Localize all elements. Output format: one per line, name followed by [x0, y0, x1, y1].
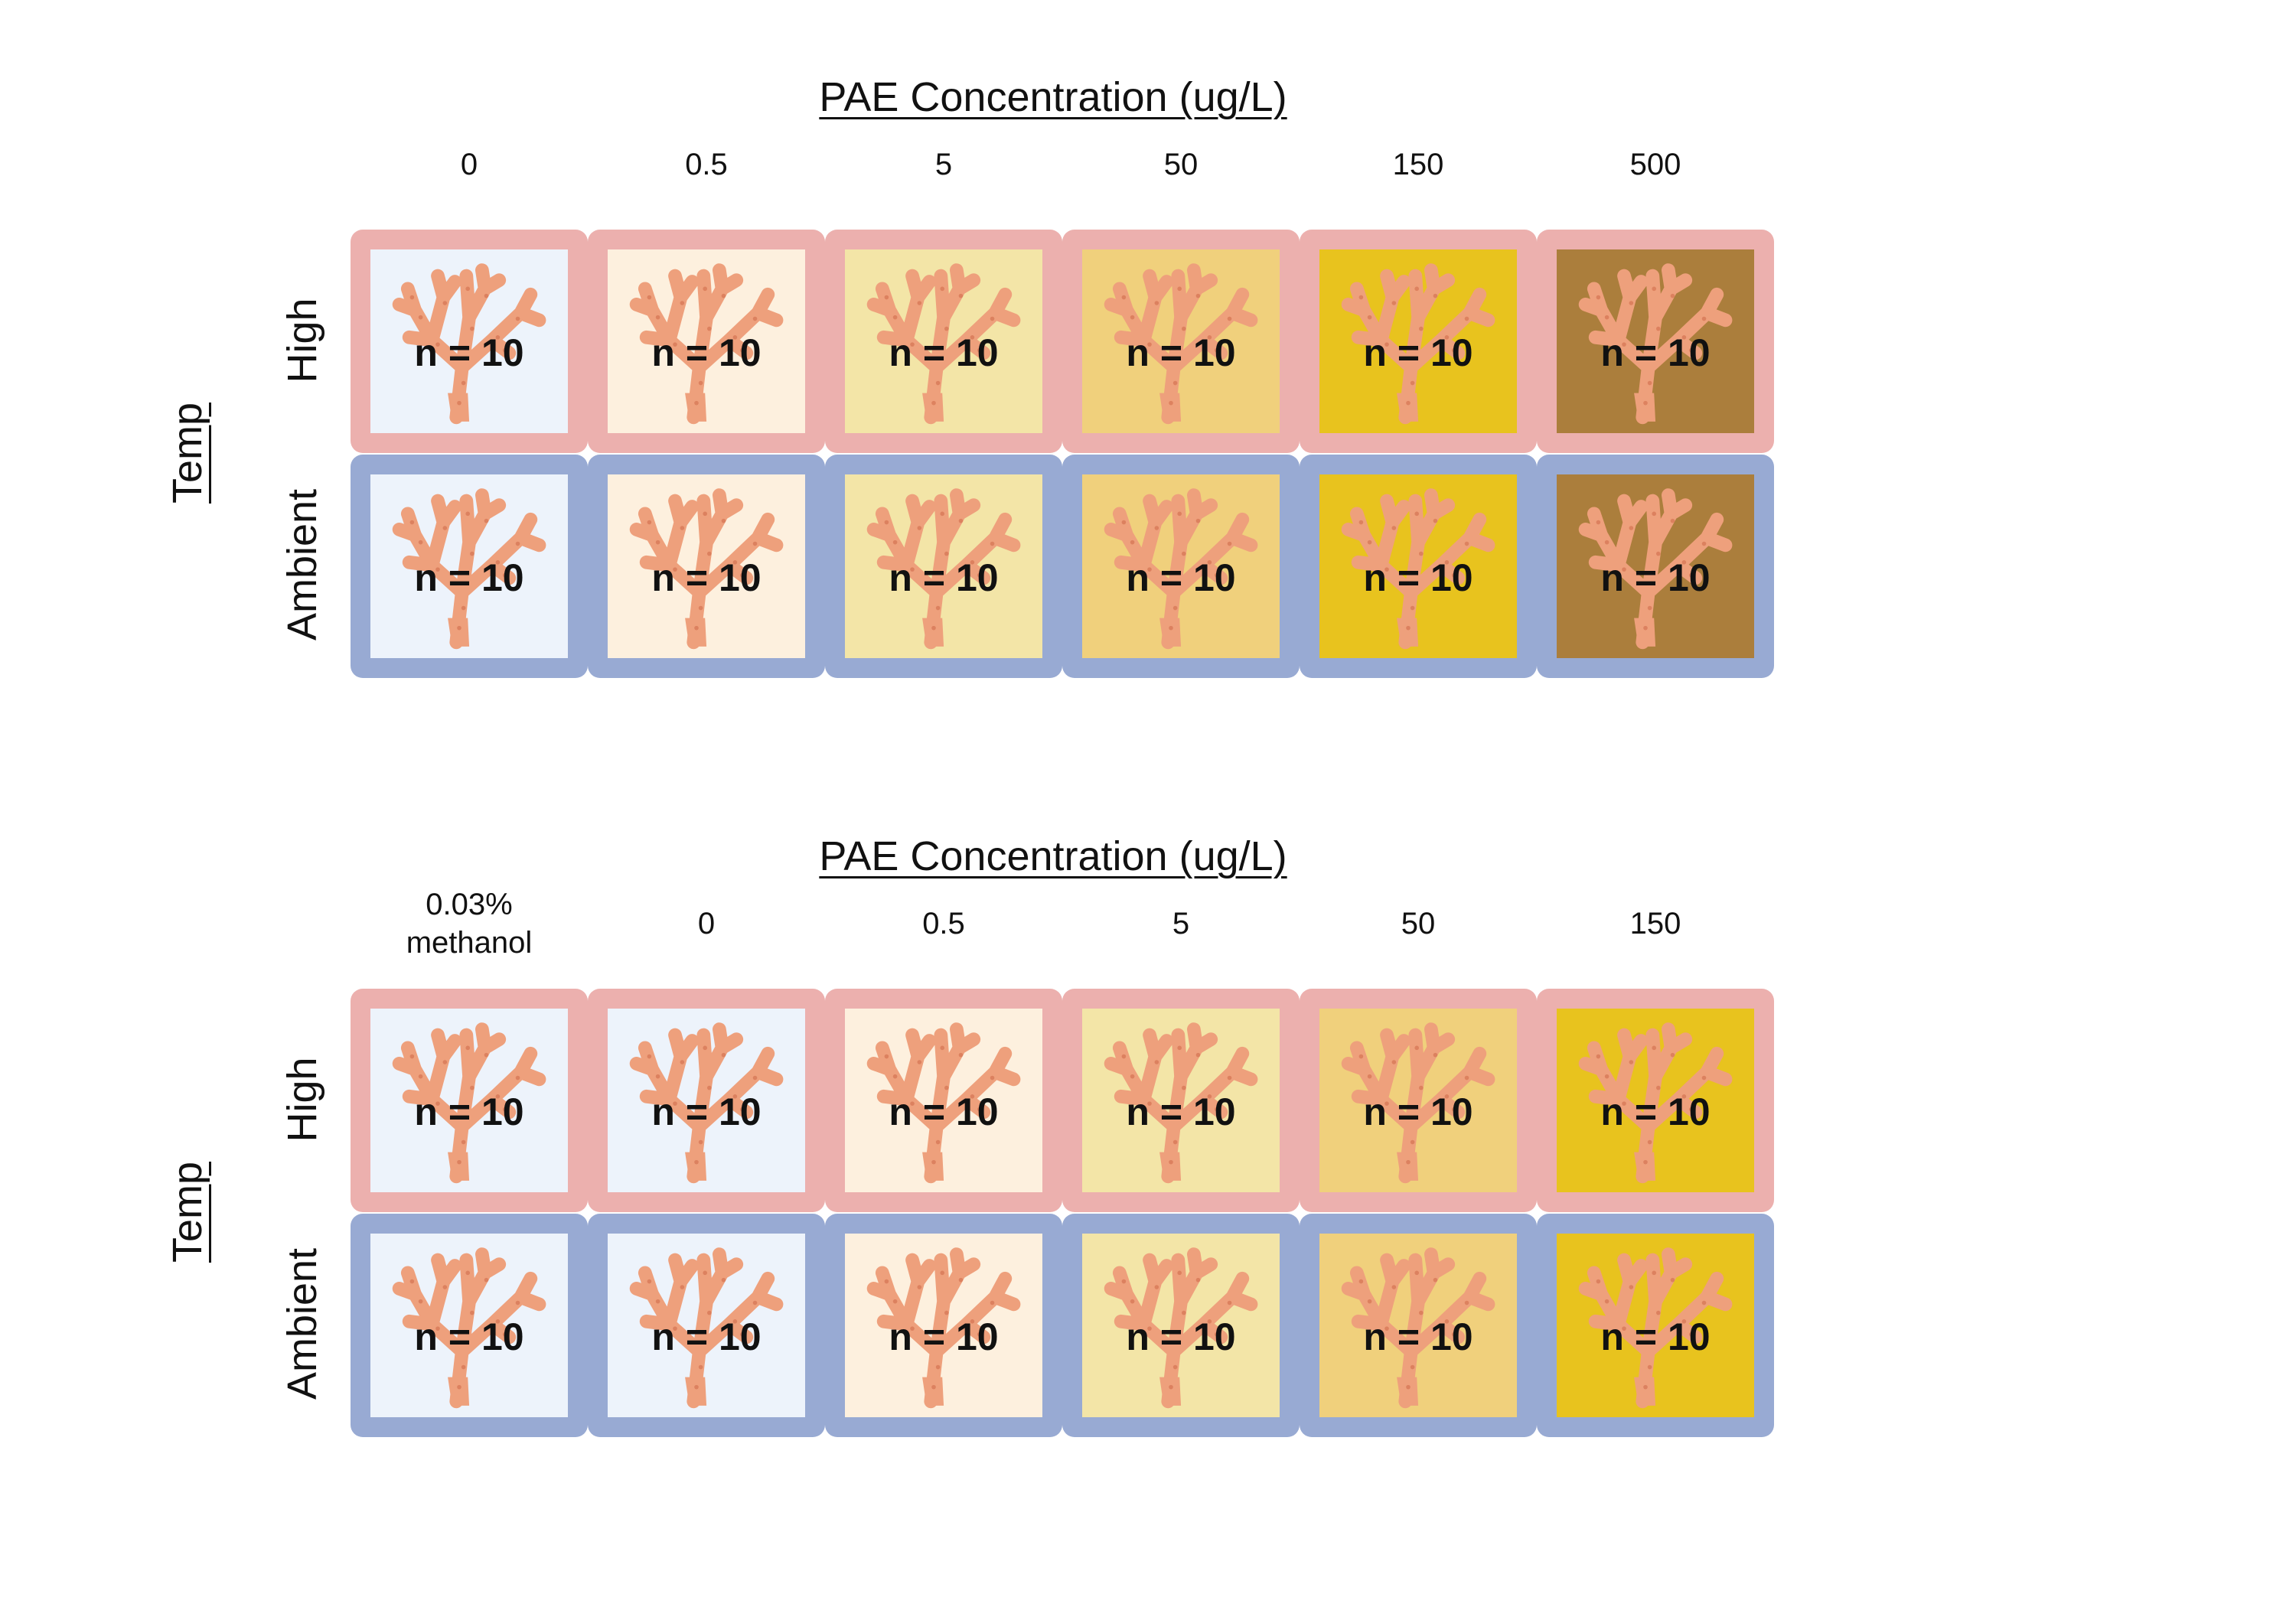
- sample-size-label: n = 10: [889, 1315, 999, 1358]
- cell-ambient-temp: n = 10: [1537, 455, 1774, 678]
- cell-high-temp: n = 10: [351, 989, 588, 1212]
- sample-size-label: n = 10: [651, 331, 762, 374]
- sample-size-label: n = 10: [1363, 1090, 1473, 1133]
- sample-size-label: n = 10: [1600, 1090, 1711, 1133]
- cell-high-temp: n = 10: [1300, 989, 1537, 1212]
- column-label: 50: [1163, 148, 1199, 181]
- cell-high-temp: n = 10: [1537, 989, 1774, 1212]
- column-label: 150: [1629, 907, 1681, 940]
- sample-size-label: n = 10: [1363, 556, 1473, 599]
- sample-size-label: n = 10: [414, 1090, 524, 1133]
- column-label: 0: [460, 148, 478, 181]
- sample-size-label: n = 10: [651, 556, 762, 599]
- cell-high-temp: n = 10: [825, 230, 1062, 453]
- sample-size-label: n = 10: [414, 331, 524, 374]
- cell-ambient-temp: n = 10: [588, 455, 825, 678]
- sample-size-label: n = 10: [1600, 1315, 1711, 1358]
- cell-high-temp: n = 10: [351, 230, 588, 453]
- sample-size-label: n = 10: [1363, 331, 1473, 374]
- column-label: 0.5: [922, 907, 965, 940]
- sample-size-label: n = 10: [889, 331, 999, 374]
- column-label: 0: [697, 907, 716, 940]
- cell-ambient-temp: n = 10: [825, 1214, 1062, 1437]
- cell-ambient-temp: n = 10: [1300, 1214, 1537, 1437]
- cell-ambient-temp: n = 10: [1300, 455, 1537, 678]
- column-label: 500: [1629, 148, 1681, 181]
- sample-size-label: n = 10: [1126, 331, 1236, 374]
- sample-size-label: n = 10: [1363, 1315, 1473, 1358]
- sample-size-label: n = 10: [414, 556, 524, 599]
- cell-high-temp: n = 10: [825, 989, 1062, 1212]
- cell-high-temp: n = 10: [1062, 230, 1300, 453]
- cell-ambient-temp: n = 10: [825, 455, 1062, 678]
- cell-ambient-temp: n = 10: [588, 1214, 825, 1437]
- sample-size-label: n = 10: [1126, 1315, 1236, 1358]
- sample-size-label: n = 10: [414, 1315, 524, 1358]
- cell-ambient-temp: n = 10: [351, 1214, 588, 1437]
- sample-size-label: n = 10: [889, 1090, 999, 1133]
- column-label: 150: [1392, 148, 1444, 181]
- cell-high-temp: n = 10: [1537, 230, 1774, 453]
- axis-title: PAE Concentration (ug/L): [819, 74, 1287, 120]
- sample-size-label: n = 10: [651, 1315, 762, 1358]
- design-panel-2: PAE Concentration (ug/L) Temp High Ambie…: [0, 759, 2296, 1524]
- cell-ambient-temp: n = 10: [351, 455, 588, 678]
- cell-ambient-temp: n = 10: [1062, 455, 1300, 678]
- axis-title: PAE Concentration (ug/L): [819, 833, 1287, 879]
- cell-high-temp: n = 10: [588, 230, 825, 453]
- sample-size-label: n = 10: [1126, 556, 1236, 599]
- column-label: 0.5: [685, 148, 728, 181]
- sample-size-label: n = 10: [1600, 556, 1711, 599]
- sample-size-label: n = 10: [1126, 1090, 1236, 1133]
- cell-high-temp: n = 10: [588, 989, 825, 1212]
- column-label: 0.03% methanol: [406, 888, 533, 960]
- sample-size-label: n = 10: [651, 1090, 762, 1133]
- cell-high-temp: n = 10: [1062, 989, 1300, 1212]
- column-label: 5: [1172, 907, 1190, 940]
- cell-ambient-temp: n = 10: [1062, 1214, 1300, 1437]
- design-panel-1: PAE Concentration (ug/L) Temp High Ambie…: [0, 0, 2296, 765]
- column-label: 5: [934, 148, 953, 181]
- cell-high-temp: n = 10: [1300, 230, 1537, 453]
- sample-size-label: n = 10: [889, 556, 999, 599]
- column-label: 50: [1401, 907, 1436, 940]
- sample-size-label: n = 10: [1600, 331, 1711, 374]
- cell-ambient-temp: n = 10: [1537, 1214, 1774, 1437]
